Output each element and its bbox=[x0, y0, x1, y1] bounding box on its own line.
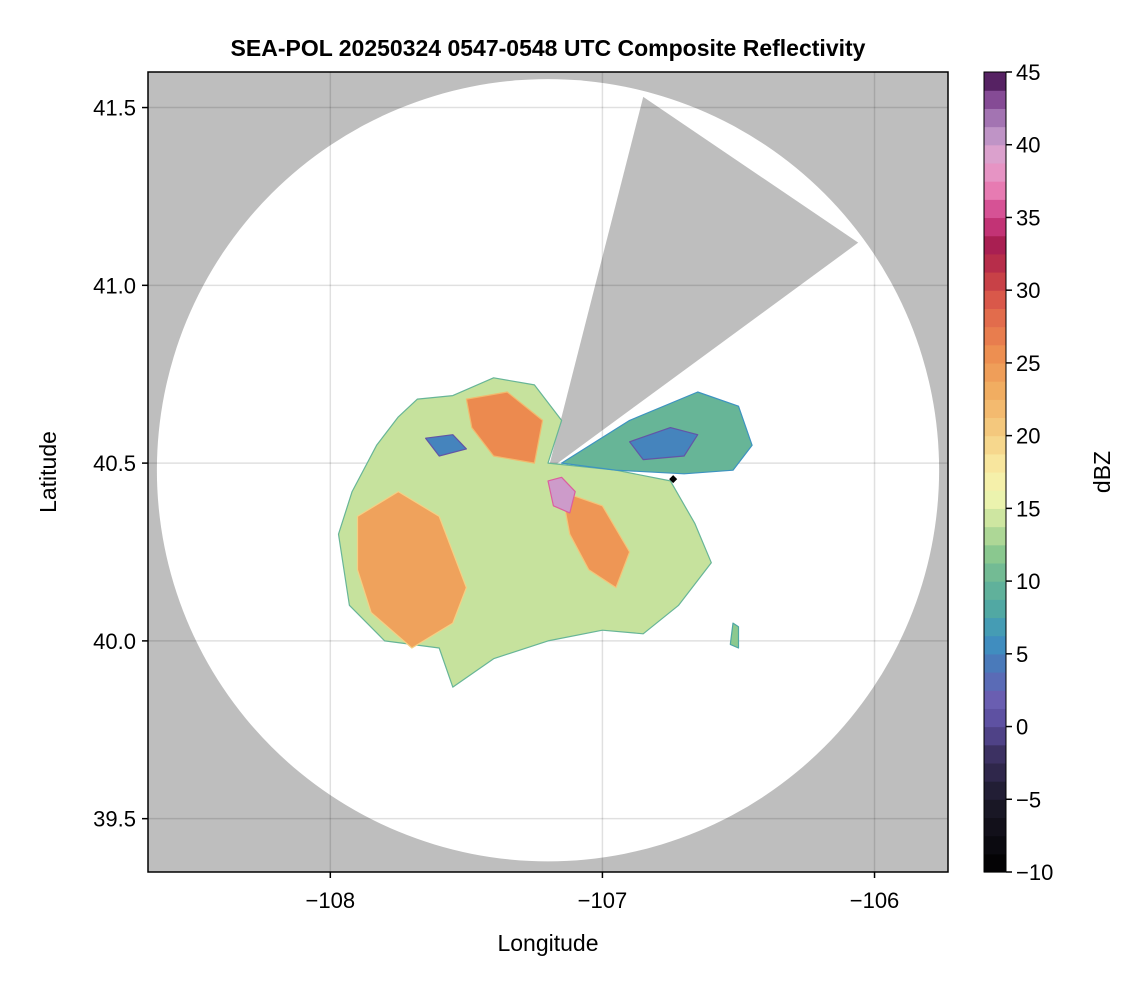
plot-area bbox=[148, 72, 948, 872]
colorbar-step bbox=[984, 381, 1006, 400]
colorbar-tick-label: 40 bbox=[1016, 133, 1040, 158]
colorbar-step bbox=[984, 362, 1006, 382]
colorbar-step bbox=[984, 799, 1006, 819]
colorbar-step bbox=[984, 853, 1006, 873]
colorbar-step bbox=[984, 762, 1006, 782]
colorbar-frame bbox=[983, 71, 1007, 873]
colorbar-step bbox=[984, 199, 1006, 219]
colorbar-tick-label: 20 bbox=[1016, 424, 1040, 449]
echo-regions bbox=[337, 377, 753, 688]
colorbar-step bbox=[984, 126, 1006, 146]
y-tick-label: 41.0 bbox=[93, 273, 136, 298]
colorbar-tick-label: 35 bbox=[1016, 205, 1040, 230]
y-tick-label: 40.0 bbox=[93, 629, 136, 654]
colorbar-step bbox=[984, 326, 1006, 346]
colorbar-step bbox=[984, 635, 1006, 655]
colorbar-step bbox=[984, 417, 1006, 437]
colorbar-step bbox=[984, 162, 1006, 182]
far-southeast-cell bbox=[729, 622, 740, 649]
colorbar-step bbox=[984, 308, 1006, 328]
colorbar-step bbox=[984, 508, 1006, 528]
colorbar-tick-label: 5 bbox=[1016, 642, 1028, 667]
y-tick-label: 39.5 bbox=[93, 807, 136, 832]
colorbar-step bbox=[984, 544, 1006, 564]
colorbar-tick-label: 25 bbox=[1016, 351, 1040, 376]
station-marker bbox=[669, 475, 678, 484]
x-axis: −108 −107 −106 bbox=[306, 872, 900, 913]
blocked-sector bbox=[548, 96, 859, 471]
colorbar-tick-label: −10 bbox=[1016, 860, 1053, 885]
colorbar-step bbox=[984, 744, 1006, 764]
colorbar-step bbox=[984, 672, 1006, 691]
colorbar-step bbox=[984, 90, 1006, 109]
north-high-echo bbox=[465, 391, 544, 464]
colorbar-step bbox=[984, 526, 1006, 546]
y-axis-label: Latitude bbox=[35, 431, 61, 513]
y-tick-label: 41.5 bbox=[93, 96, 136, 121]
colorbar-step bbox=[984, 272, 1006, 291]
plot-frame bbox=[147, 71, 949, 873]
x-tick-label: −108 bbox=[306, 888, 356, 913]
x-tick-label: −106 bbox=[850, 888, 900, 913]
colorbar-tick-label: 45 bbox=[1016, 60, 1040, 85]
colorbar-step bbox=[984, 290, 1006, 309]
colorbar-step bbox=[984, 781, 1006, 800]
northwest-low-echo bbox=[425, 434, 467, 457]
core-echo bbox=[547, 476, 576, 514]
y-axis: 39.5 40.0 40.5 41.0 41.5 bbox=[93, 96, 148, 832]
colorbar-step bbox=[984, 72, 1006, 91]
colorbar-tick-label: −5 bbox=[1016, 787, 1041, 812]
colorbar-tick-label: 30 bbox=[1016, 278, 1040, 303]
northeast-low-echo bbox=[628, 427, 699, 461]
colorbar-step bbox=[984, 835, 1006, 855]
colorbar-step bbox=[984, 253, 1006, 273]
colorbar-step bbox=[984, 817, 1006, 837]
colorbar-step bbox=[984, 562, 1006, 582]
colorbar-label: dBZ bbox=[1089, 451, 1115, 493]
colorbar-step bbox=[984, 144, 1006, 164]
colorbar-step bbox=[984, 617, 1006, 637]
grid-lines bbox=[148, 72, 948, 872]
southwest-high-echo bbox=[356, 491, 467, 649]
colorbar-tick-label: 10 bbox=[1016, 569, 1040, 594]
colorbar-step bbox=[984, 435, 1006, 455]
colorbar-step bbox=[984, 490, 1006, 509]
colorbar-step bbox=[984, 653, 1006, 673]
colorbar-tick-label: 15 bbox=[1016, 496, 1040, 521]
colorbar-step bbox=[984, 108, 1006, 128]
colorbar-step bbox=[984, 472, 1006, 491]
colorbar-step bbox=[984, 690, 1006, 709]
x-tick-label: −107 bbox=[578, 888, 628, 913]
colorbar-tick-label: 0 bbox=[1016, 715, 1028, 740]
colorbar-step bbox=[984, 344, 1006, 364]
colorbar-step bbox=[984, 453, 1006, 473]
colorbar-step bbox=[984, 181, 1006, 200]
southeast-high-echo bbox=[560, 491, 631, 589]
x-axis-label: Longitude bbox=[497, 930, 598, 956]
colorbar-step bbox=[984, 217, 1006, 237]
colorbar-step bbox=[984, 399, 1006, 419]
chart-title: SEA-POL 20250324 0547-0548 UTC Composite… bbox=[231, 35, 866, 61]
y-tick-label: 40.5 bbox=[93, 451, 136, 476]
colorbar-step bbox=[984, 235, 1006, 255]
colorbar-step bbox=[984, 726, 1006, 746]
colorbar-step bbox=[984, 581, 1006, 600]
colorbar-step bbox=[984, 599, 1006, 619]
colorbar-step bbox=[984, 708, 1006, 728]
colorbar: −10 −5 0 5 10 15 20 25 30 35 40 45 bbox=[983, 60, 1053, 885]
